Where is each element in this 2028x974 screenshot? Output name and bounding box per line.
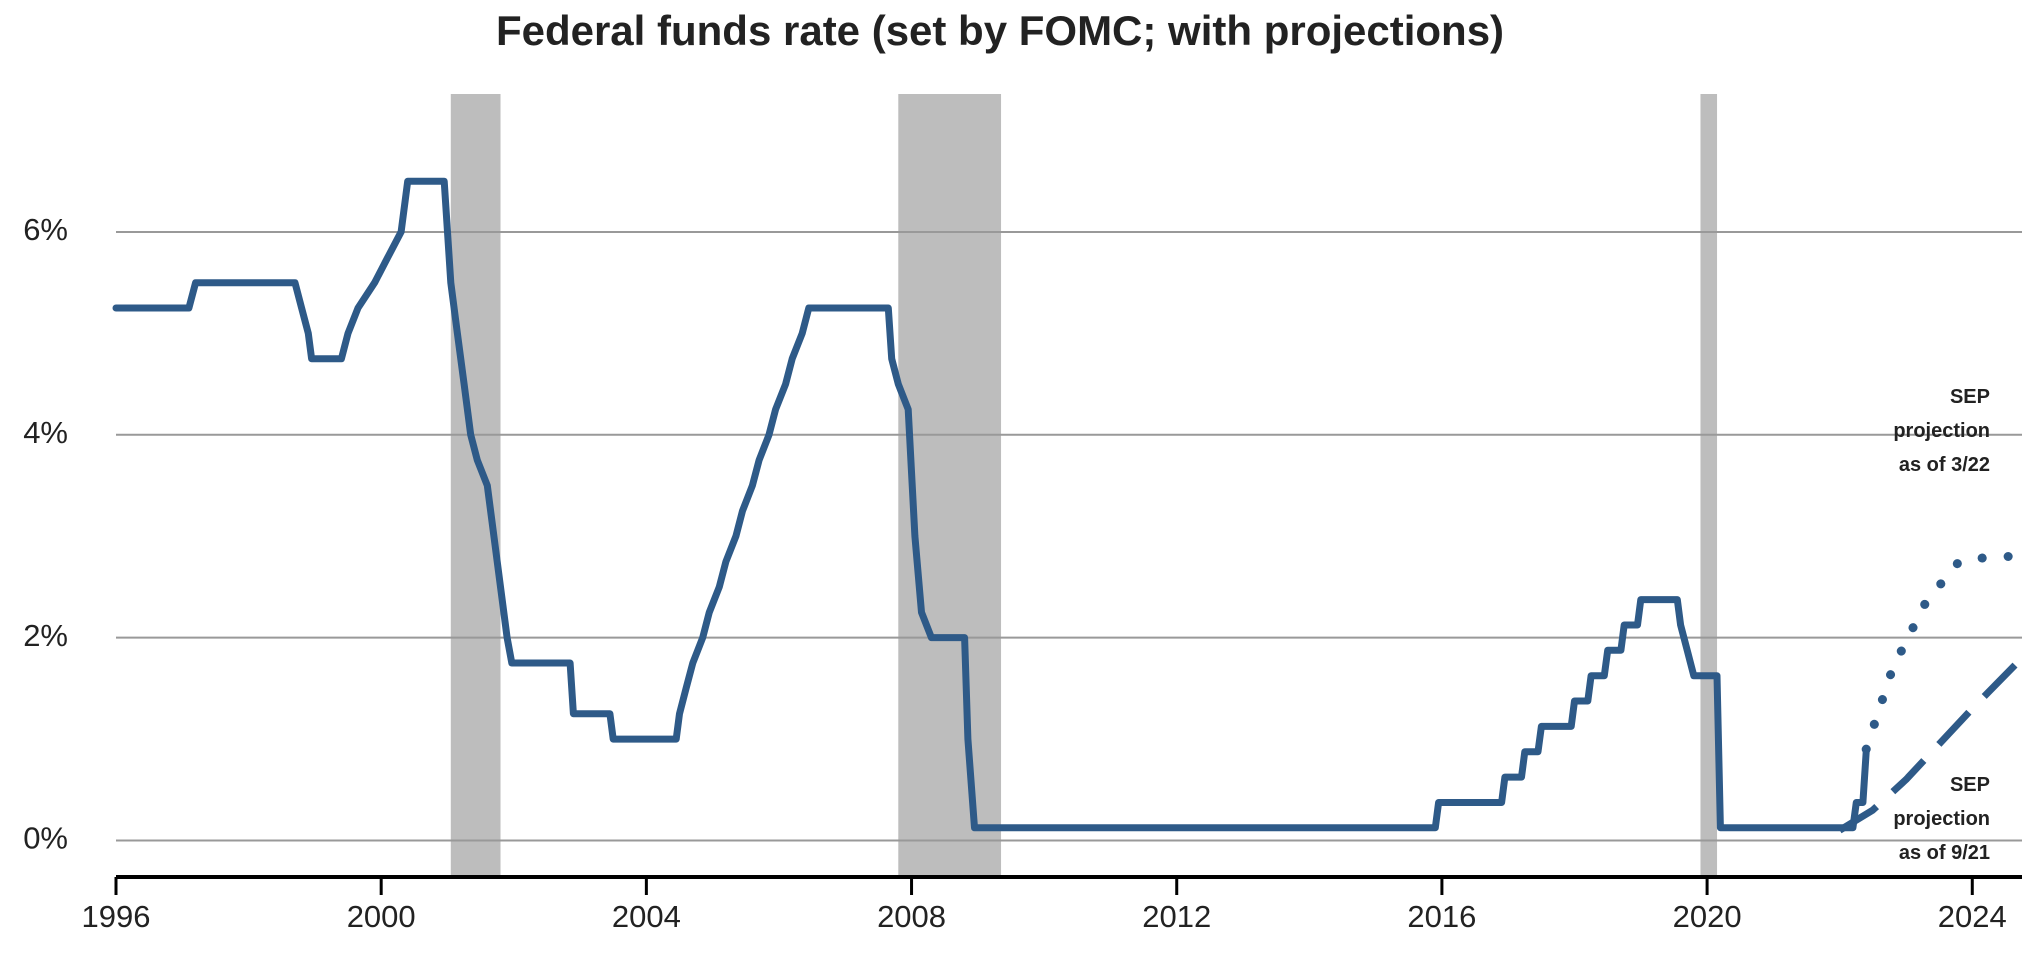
line-series [1837, 655, 2025, 834]
series-label: SEP projection as of 9/21 [1893, 774, 1990, 864]
recession-shade [1700, 94, 1718, 877]
y-tick-label: 4% [23, 415, 68, 450]
x-tick-label: 2012 [1142, 899, 1211, 934]
x-tick-label: 1996 [82, 899, 151, 934]
x-tick-label: 2008 [877, 899, 946, 934]
series-label: SEP projection as of 3/22 [1893, 386, 1990, 476]
x-tick-label: 2004 [612, 899, 681, 934]
y-tick-label: 2% [23, 618, 68, 653]
y-tick-label: 6% [23, 212, 68, 247]
recession-shade [450, 94, 501, 877]
y-tick-label: 0% [23, 821, 68, 856]
line-series [112, 177, 1870, 832]
chart-title: Federal funds rate (set by FOMC; with pr… [496, 7, 1504, 54]
x-tick-label: 2020 [1673, 899, 1742, 934]
x-tick-label: 2016 [1407, 899, 1476, 934]
x-tick-label: 2024 [1938, 899, 2007, 934]
x-tick-label: 2000 [347, 899, 416, 934]
line-series [1861, 552, 2027, 754]
